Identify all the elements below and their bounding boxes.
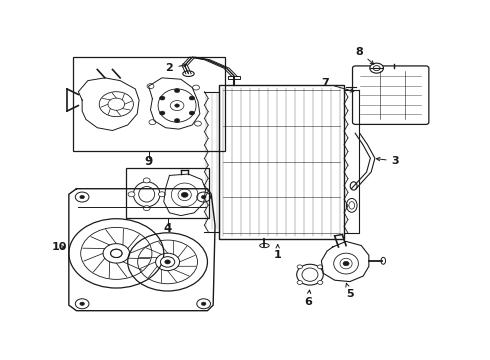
FancyBboxPatch shape — [352, 66, 429, 125]
Circle shape — [370, 63, 384, 73]
Circle shape — [343, 261, 349, 266]
Circle shape — [80, 302, 84, 305]
Text: 8: 8 — [355, 46, 374, 64]
Circle shape — [143, 178, 150, 183]
Text: 10: 10 — [51, 242, 67, 252]
Circle shape — [158, 192, 165, 197]
Circle shape — [181, 192, 188, 197]
Circle shape — [318, 265, 323, 269]
Circle shape — [111, 249, 122, 257]
Circle shape — [189, 111, 195, 115]
Circle shape — [128, 192, 135, 197]
Bar — [73, 57, 224, 151]
Circle shape — [175, 104, 179, 107]
Text: 5: 5 — [346, 283, 354, 299]
Text: 2: 2 — [166, 63, 187, 73]
Circle shape — [160, 96, 165, 100]
Circle shape — [143, 206, 150, 211]
Text: 4: 4 — [164, 222, 171, 235]
Bar — [126, 168, 209, 218]
Text: 7: 7 — [321, 78, 354, 92]
Circle shape — [160, 111, 165, 115]
Circle shape — [174, 118, 180, 122]
Circle shape — [297, 280, 302, 284]
Bar — [219, 85, 344, 239]
Text: 1: 1 — [274, 244, 282, 260]
Circle shape — [201, 302, 206, 305]
Circle shape — [189, 96, 195, 100]
Circle shape — [174, 89, 180, 93]
Circle shape — [297, 265, 302, 269]
Text: 9: 9 — [145, 156, 153, 168]
Circle shape — [165, 260, 171, 264]
Circle shape — [80, 195, 84, 199]
Circle shape — [373, 66, 380, 71]
Circle shape — [201, 195, 206, 199]
Text: 6: 6 — [304, 290, 312, 307]
Circle shape — [318, 280, 323, 284]
Text: 3: 3 — [376, 156, 399, 166]
Bar — [228, 76, 240, 79]
Circle shape — [111, 249, 122, 257]
Circle shape — [160, 257, 175, 267]
